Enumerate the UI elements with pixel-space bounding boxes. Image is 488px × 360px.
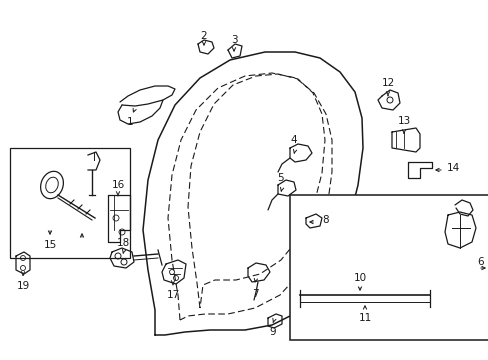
- Bar: [289, 195, 488, 340]
- Text: 5: 5: [277, 173, 284, 183]
- Text: 11: 11: [358, 313, 371, 323]
- Text: 7: 7: [251, 289, 258, 299]
- Text: 14: 14: [446, 163, 459, 173]
- Text: 3: 3: [230, 35, 237, 45]
- Text: 1: 1: [126, 117, 133, 127]
- Text: 8: 8: [321, 215, 328, 225]
- Text: 15: 15: [43, 240, 57, 250]
- Text: 6: 6: [477, 257, 483, 267]
- Text: 16: 16: [111, 180, 124, 190]
- Text: 17: 17: [166, 290, 179, 300]
- Text: 18: 18: [116, 238, 129, 248]
- Text: 2: 2: [200, 31, 207, 41]
- Text: 9: 9: [269, 327, 276, 337]
- Bar: [10, 148, 130, 258]
- Text: 4: 4: [290, 135, 297, 145]
- Text: 10: 10: [353, 273, 366, 283]
- Text: 12: 12: [381, 78, 394, 88]
- Text: 19: 19: [16, 281, 30, 291]
- Text: 13: 13: [397, 116, 410, 126]
